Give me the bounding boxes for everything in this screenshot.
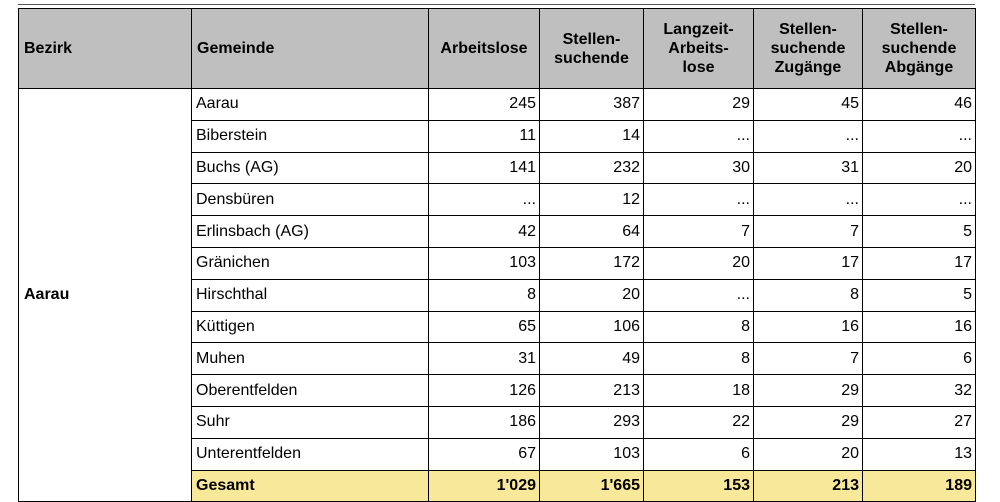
value-cell: 17 [862,246,976,280]
total-value-cell: 189 [862,469,976,502]
value-cell: 20 [539,278,644,312]
gemeinde-cell: Hirschthal [191,278,429,312]
value-cell: ... [862,119,976,153]
value-cell: 186 [428,405,540,439]
value-cell: 11 [428,119,540,153]
value-cell: 49 [539,342,644,376]
header-gemeinde: Gemeinde [191,8,429,89]
value-cell: ... [862,183,976,217]
value-cell: ... [753,119,863,153]
value-cell: 67 [428,437,540,471]
value-cell: 29 [753,374,863,407]
header-row: Bezirk Gemeinde Arbeitslose Stellen-such… [18,8,976,89]
gemeinde-cell: Oberentfelden [191,374,429,407]
value-cell: 7 [643,215,754,248]
value-cell: 45 [753,88,863,121]
total-row: Gesamt 1'029 1'665 153 213 189 [19,469,976,502]
header-langzeit-arbeitslose: Langzeit- Arbeits-lose [643,8,754,89]
value-cell: 31 [753,151,863,185]
value-cell: 46 [862,88,976,121]
value-cell: 8 [753,278,863,312]
value-cell: 16 [862,310,976,344]
table-row: Oberentfelden 126 213 18 29 32 [19,374,976,407]
value-cell: 5 [862,278,976,312]
value-cell: 106 [539,310,644,344]
gemeinde-cell: Küttigen [191,310,429,344]
value-cell: 17 [753,246,863,280]
total-value-cell: 213 [753,469,863,502]
value-cell: 245 [428,88,540,121]
table-row: Densbüren... 12......... [19,183,976,217]
value-cell: 141 [428,151,540,185]
gemeinde-cell: Suhr [191,405,429,439]
gemeinde-cell: Aarau [191,88,429,121]
value-cell: 20 [753,437,863,471]
gemeinde-cell: Muhen [191,342,429,376]
value-cell: 64 [539,215,644,248]
value-cell: 8 [428,278,540,312]
value-cell: 20 [643,246,754,280]
value-cell: 387 [539,88,644,121]
header-stellensuchende: Stellen-suchende [539,8,644,89]
unemployment-table: Bezirk Gemeinde Arbeitslose Stellen-such… [18,8,976,502]
total-value-cell: 1'665 [539,469,644,502]
value-cell: 27 [862,405,976,439]
gemeinde-cell: Erlinsbach (AG) [191,215,429,248]
value-cell: 32 [862,374,976,407]
table-row: Hirschthal 8 20... 8 5 [19,278,976,312]
total-label: Gesamt [191,469,429,502]
gemeinde-cell: Biberstein [191,119,429,153]
value-cell: 7 [753,342,863,376]
value-cell: 16 [753,310,863,344]
value-cell: 6 [643,437,754,471]
bezirk-cell: Aarau [18,88,192,502]
value-cell: 42 [428,215,540,248]
value-cell: 126 [428,374,540,407]
value-cell: ... [643,183,754,217]
table-row: Biberstein 11 14......... [19,119,976,153]
table-row: Erlinsbach (AG) 42 64 7 7 5 [19,215,976,248]
value-cell: ... [753,183,863,217]
top-rule [18,4,975,5]
header-bezirk: Bezirk [18,8,192,89]
value-cell: 8 [643,310,754,344]
value-cell: 29 [643,88,754,121]
value-cell: 172 [539,246,644,280]
value-cell: 232 [539,151,644,185]
gemeinde-cell: Densbüren [191,183,429,217]
header-arbeitslose: Arbeitslose [428,8,540,89]
value-cell: 18 [643,374,754,407]
value-cell: 5 [862,215,976,248]
value-cell: 103 [428,246,540,280]
header-abgaenge: Stellen-suchende Abgänge [862,8,976,89]
table-row: Muhen 31 49 8 7 6 [19,342,976,376]
value-cell: 103 [539,437,644,471]
gemeinde-cell: Buchs (AG) [191,151,429,185]
table-row: Aarau Aarau 245 387 29 45 46 [18,88,976,502]
value-cell: 31 [428,342,540,376]
value-cell: ... [428,183,540,217]
value-cell: 13 [862,437,976,471]
table-row: Buchs (AG) 141 232 30 31 20 [19,151,976,185]
value-cell: 213 [539,374,644,407]
value-cell: 65 [428,310,540,344]
value-cell: 29 [753,405,863,439]
gemeinde-cell: Gränichen [191,246,429,280]
value-cell: ... [643,119,754,153]
value-cell: 8 [643,342,754,376]
total-value-cell: 1'029 [428,469,540,502]
table-body: Aarau Aarau 245 387 29 45 46 Biberstein 11 14....… [18,88,976,502]
header-zugaenge: Stellen-suchende Zugänge [753,8,863,89]
gemeinde-cell: Unterentfelden [191,437,429,471]
value-cell: ... [643,278,754,312]
value-cell: 14 [539,119,644,153]
value-cell: 12 [539,183,644,217]
value-cell: 20 [862,151,976,185]
value-cell: 30 [643,151,754,185]
total-value-cell: 153 [643,469,754,502]
value-cell: 293 [539,405,644,439]
value-cell: 22 [643,405,754,439]
value-cell: 6 [862,342,976,376]
value-cell: 7 [753,215,863,248]
